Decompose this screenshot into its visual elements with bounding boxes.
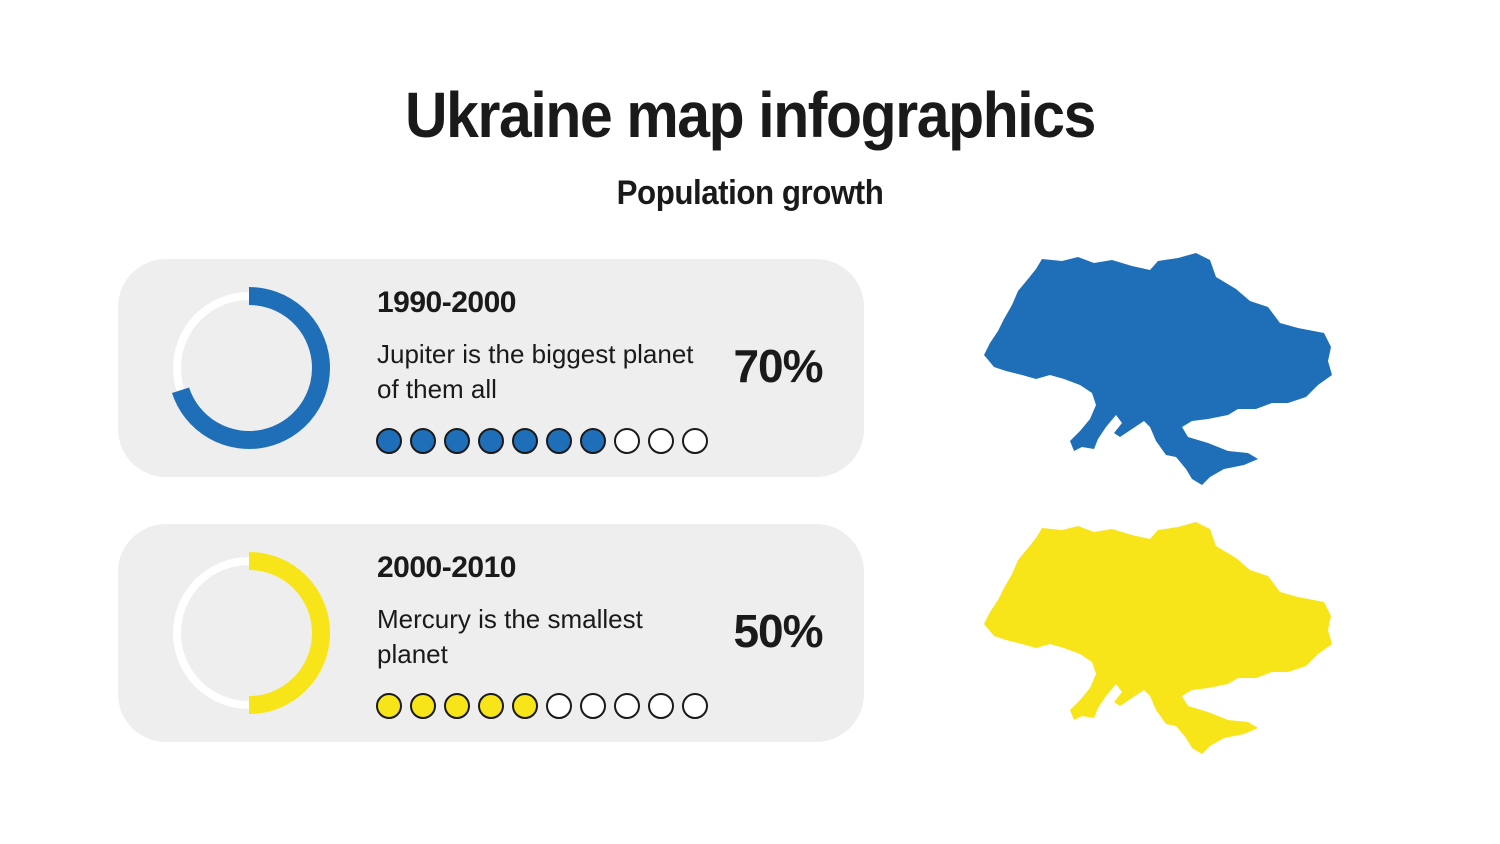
empty-dot bbox=[682, 693, 708, 719]
empty-dot bbox=[546, 693, 572, 719]
description-text: Jupiter is the biggest planet of them al… bbox=[377, 339, 694, 404]
donut-arc bbox=[171, 287, 330, 449]
empty-dot bbox=[614, 428, 640, 454]
stat-card-1990-2000: 1990-2000 Jupiter is the biggest planet … bbox=[118, 259, 864, 477]
filled-dot bbox=[580, 428, 606, 454]
page-subtitle: Population growth bbox=[616, 174, 884, 212]
empty-dot bbox=[580, 693, 606, 719]
filled-dot bbox=[546, 428, 572, 454]
filled-dot bbox=[512, 428, 538, 454]
period-label: 2000-2010 bbox=[377, 551, 516, 584]
empty-dot bbox=[682, 428, 708, 454]
filled-dot bbox=[478, 693, 504, 719]
filled-dot bbox=[478, 428, 504, 454]
page-title: Ukraine map infographics bbox=[405, 79, 1096, 151]
percentage-label: 50% bbox=[733, 605, 823, 657]
period-label: 1990-2000 bbox=[377, 286, 516, 319]
dot-rating bbox=[376, 693, 708, 721]
filled-dot bbox=[444, 693, 470, 719]
donut-chart bbox=[171, 287, 330, 449]
donut-chart bbox=[173, 552, 330, 714]
description-text: Mercury is the smallest planet bbox=[377, 604, 643, 669]
filled-dot bbox=[444, 428, 470, 454]
ukraine-map-icon bbox=[984, 522, 1332, 754]
empty-dot bbox=[648, 428, 674, 454]
filled-dot bbox=[376, 428, 402, 454]
empty-dot bbox=[648, 693, 674, 719]
filled-dot bbox=[410, 428, 436, 454]
filled-dot bbox=[376, 693, 402, 719]
percentage-label: 70% bbox=[733, 340, 823, 392]
donut-arc bbox=[248, 552, 330, 714]
stat-card-2000-2010: 2000-2010 Mercury is the smallest planet… bbox=[118, 524, 864, 742]
dot-rating bbox=[376, 428, 708, 456]
ukraine-map-icon bbox=[984, 253, 1332, 485]
empty-dot bbox=[614, 693, 640, 719]
filled-dot bbox=[512, 693, 538, 719]
filled-dot bbox=[410, 693, 436, 719]
